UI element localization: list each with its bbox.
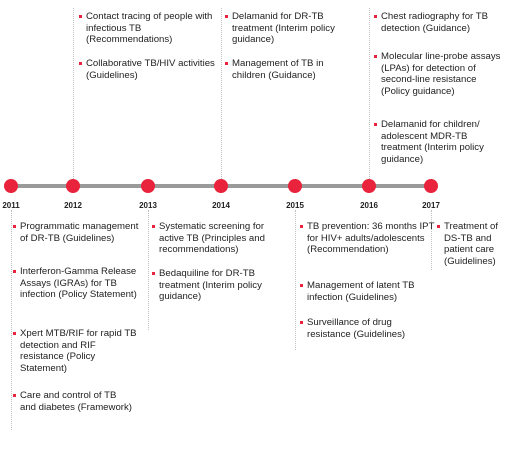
timeline-entry: Surveillance of drug resistance (Guideli…: [300, 317, 435, 340]
connector-line: [431, 210, 432, 270]
year-marker-2015: [288, 179, 302, 193]
entry-text: Care and control of TB and diabetes (Fra…: [20, 390, 132, 413]
year-marker-2013: [141, 179, 155, 193]
entry-text: Delamanid for DR-TB treatment (Interim p…: [232, 11, 335, 46]
year-label: 2016: [360, 201, 378, 210]
year-label: 2013: [139, 201, 157, 210]
year-marker-2011: [4, 179, 18, 193]
entry-text: Interferon-Gamma Release Assays (IGRAs) …: [20, 266, 137, 301]
entry-text: Chest radiography for TB detection (Guid…: [381, 11, 489, 34]
connector-line: [295, 210, 296, 350]
entry-text: Collaborative TB/HIV activities (Guideli…: [86, 58, 215, 81]
entry-text: Bedaquiline for DR-TB treatment (Interim…: [159, 268, 262, 303]
timeline-entry: Programmatic management of DR-TB (Guidel…: [13, 221, 140, 244]
timeline-entry: Systematic screening for active TB (Prin…: [152, 221, 289, 256]
timeline-entry: Interferon-Gamma Release Assays (IGRAs) …: [13, 266, 140, 301]
bullet-marker: [79, 62, 82, 65]
entry-text: Molecular line-probe assays (LPAs) for d…: [381, 51, 501, 97]
entry-text: Surveillance of drug resistance (Guideli…: [307, 317, 406, 340]
entry-text: Treatment of DS-TB and patient care (Gui…: [444, 221, 499, 267]
timeline-entry: Care and control of TB and diabetes (Fra…: [13, 390, 132, 413]
bullet-marker: [225, 62, 228, 65]
bullet-marker: [374, 123, 377, 126]
bullet-marker: [13, 394, 16, 397]
connector-line: [73, 8, 74, 179]
bullet-marker: [225, 15, 228, 18]
entry-text: Programmatic management of DR-TB (Guidel…: [20, 221, 139, 244]
bullet-marker: [13, 332, 16, 335]
bullet-marker: [300, 225, 303, 228]
entry-text: Systematic screening for active TB (Prin…: [159, 221, 265, 256]
entry-text: Xpert MTB/RIF for rapid TB detection and…: [20, 328, 137, 374]
connector-line: [148, 210, 149, 330]
entry-text: Contact tracing of people with infectiou…: [86, 11, 213, 46]
bullet-marker: [374, 55, 377, 58]
year-marker-2014: [214, 179, 228, 193]
bullet-marker: [13, 225, 16, 228]
timeline-entry: Collaborative TB/HIV activities (Guideli…: [79, 58, 222, 81]
year-label: 2014: [212, 201, 230, 210]
timeline-entry: Treatment of DS-TB and patient care (Gui…: [437, 221, 508, 267]
bullet-marker: [152, 225, 155, 228]
year-label: 2012: [64, 201, 82, 210]
timeline-entry: Xpert MTB/RIF for rapid TB detection and…: [13, 328, 140, 374]
entry-text: TB prevention: 36 months IPT for HIV+ ad…: [307, 221, 435, 256]
bullet-marker: [437, 225, 440, 228]
connector-line: [369, 8, 370, 179]
year-marker-2016: [362, 179, 376, 193]
connector-line: [221, 8, 222, 179]
year-label: 2015: [286, 201, 304, 210]
entry-text: Management of TB in children (Guidance): [232, 58, 324, 81]
timeline-entry: Delamanid for children/ adolescent MDR-T…: [374, 119, 505, 165]
timeline-entry: Chest radiography for TB detection (Guid…: [374, 11, 505, 34]
year-label: 2017: [422, 201, 440, 210]
year-marker-2012: [66, 179, 80, 193]
timeline-entry: Management of latent TB infection (Guide…: [300, 280, 435, 303]
bullet-marker: [300, 284, 303, 287]
bullet-marker: [79, 15, 82, 18]
year-marker-2017: [424, 179, 438, 193]
year-label: 2011: [2, 201, 20, 210]
timeline-entry: Contact tracing of people with infectiou…: [79, 11, 222, 46]
timeline-entry: TB prevention: 36 months IPT for HIV+ ad…: [300, 221, 435, 256]
bullet-marker: [13, 270, 16, 273]
bullet-marker: [374, 15, 377, 18]
timeline-entry: Management of TB in children (Guidance): [225, 58, 344, 81]
timeline-entry: Bedaquiline for DR-TB treatment (Interim…: [152, 268, 289, 303]
timeline-entry: Delamanid for DR-TB treatment (Interim p…: [225, 11, 362, 46]
connector-line: [11, 210, 12, 430]
bullet-marker: [300, 321, 303, 324]
entry-text: Management of latent TB infection (Guide…: [307, 280, 415, 303]
bullet-marker: [152, 272, 155, 275]
entry-text: Delamanid for children/ adolescent MDR-T…: [381, 119, 484, 165]
timeline-entry: Molecular line-probe assays (LPAs) for d…: [374, 51, 505, 97]
